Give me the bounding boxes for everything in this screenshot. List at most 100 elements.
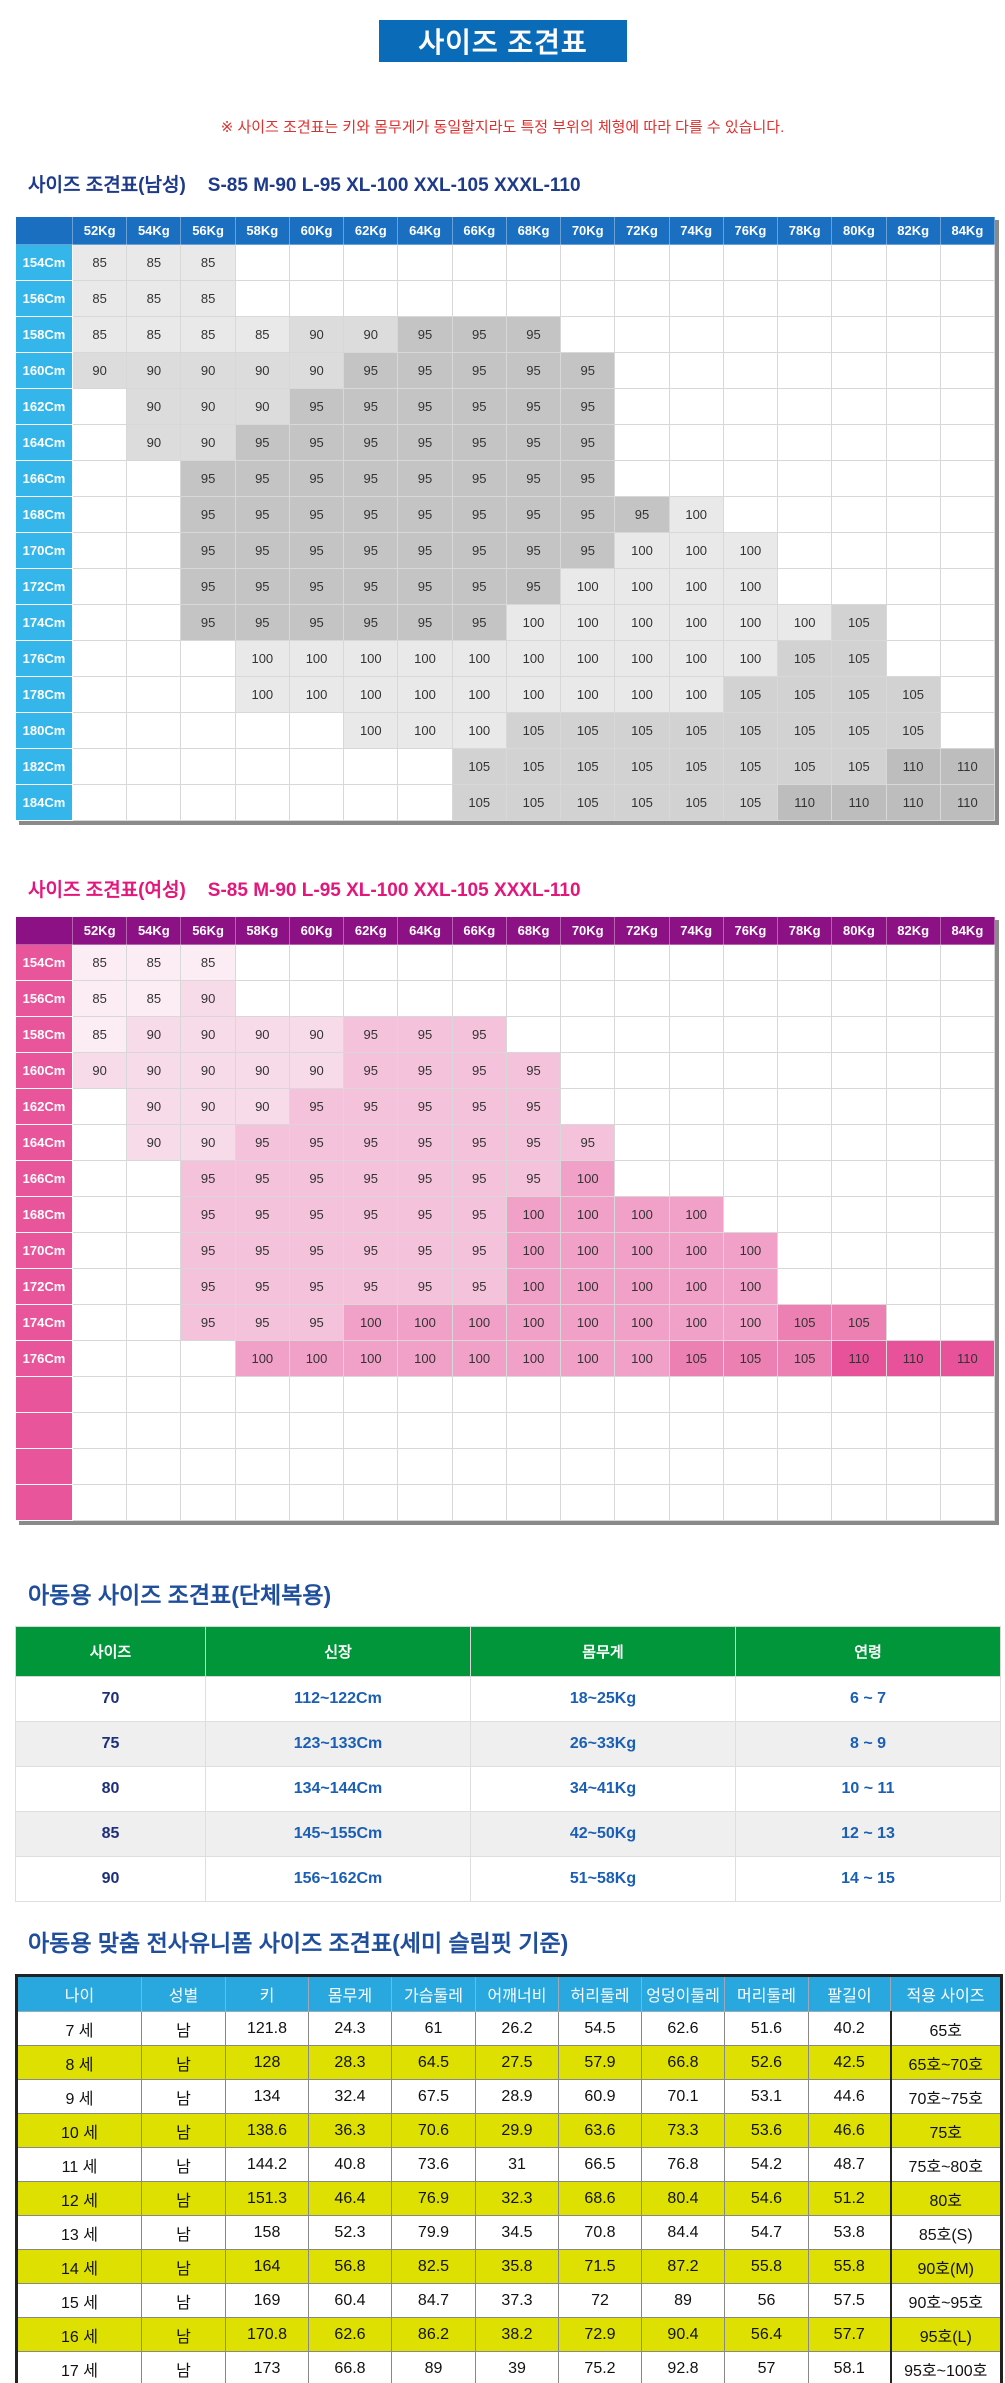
size-cell [777,568,833,605]
table-cell: 80.4 [641,2181,725,2216]
table-row: 80 134~144Cm 34~41Kg 10 ~ 11 [15,1766,1001,1812]
size-cell: 100 [505,1340,562,1377]
table-row: 11 세 남 144.2 40.8 73.6 31 66.5 76.8 54.2 48.7 75호~… [16,2147,1002,2182]
weight-header: 74Kg [668,216,724,245]
size-cell: 100 [451,640,507,677]
size-cell: 110 [831,784,887,821]
table-cell: 56 [724,2283,809,2318]
size-cell [939,388,996,425]
table-cell: 56.8 [308,2249,392,2284]
size-cell [288,1448,345,1485]
table-cell: 46.6 [808,2113,891,2148]
table-cell: 남 [141,2011,226,2046]
size-cell: 95 [234,1160,290,1197]
weight-header: 62Kg [343,216,399,245]
table-cell: 54.2 [724,2147,809,2182]
table-row: 9 세 남 134 32.4 67.5 28.9 60.9 70.1 53.1 44.6 70호~7… [16,2079,1002,2114]
size-cell: 90 [234,388,290,425]
size-cell: 100 [288,676,345,713]
size-cell [668,1376,724,1413]
table-cell: 89 [641,2283,725,2318]
weight-header: 72Kg [614,216,670,245]
size-cell: 95 [180,604,236,641]
height-header: 156Cm [15,980,73,1017]
table-cell: 남 [141,2079,226,2114]
table-cell: 남 [141,2317,226,2352]
uniform-chart-title: 아동용 맞춤 전사유니폼 사이즈 조견표(세미 슬림핏 기준) [28,1930,569,1956]
table-row [15,1376,996,1413]
table-cell: 134~144Cm [205,1766,471,1812]
table-cell: 54.7 [724,2215,809,2250]
size-cell [831,1052,887,1089]
weight-header: 58Kg [234,216,290,245]
size-cell [777,352,833,389]
table-cell: 156~162Cm [205,1856,471,1902]
size-notice: ※ 사이즈 조견표는 키와 몸무게가 동일할지라도 특정 부위의 체형에 따라 … [220,119,785,136]
size-cell [505,1376,562,1413]
table-cell: 57.7 [808,2317,891,2352]
size-cell: 85 [126,244,182,281]
size-cell: 95 [505,568,562,605]
table-cell: 52.6 [724,2045,809,2080]
size-cell: 105 [831,712,887,749]
weight-header: 76Kg [722,216,779,245]
size-cell: 85 [126,980,182,1017]
size-cell: 100 [722,1232,779,1269]
size-cell: 100 [343,1304,399,1341]
size-cell: 100 [614,1304,670,1341]
size-cell [939,496,996,533]
size-cell [560,244,616,281]
table-cell: 72.9 [558,2317,642,2352]
table-cell: 151.3 [225,2181,309,2216]
size-cell [343,784,399,821]
table-cell: 38.2 [475,2317,559,2352]
size-cell [343,944,399,981]
size-cell: 100 [668,532,724,569]
table-cell: 34~41Kg [470,1766,736,1812]
table-row: 182Cm 105 105 105 105 105 105 105 105 110 110 [15,748,996,785]
size-cell [668,1448,724,1485]
size-cell: 95 [505,1160,562,1197]
table-cell: 58.1 [808,2351,891,2383]
size-cell [614,352,670,389]
size-cell: 100 [614,676,670,713]
size-cell: 95 [343,1052,399,1089]
height-header: 154Cm [15,244,73,281]
size-cell: 100 [668,640,724,677]
kids-size-table: 사이즈 신장 몸무게 연령 70 112~122Cm 18~25Kg 6 ~ 7 75 123~1… [15,1626,1001,1902]
table-row: 174Cm 95 95 95 95 95 95 100 100 100 100 100 100 105 [15,604,996,641]
size-cell: 100 [505,676,562,713]
size-cell [614,1160,670,1197]
size-cell: 95 [288,496,345,533]
size-cell [831,1196,887,1233]
size-cell [885,640,941,677]
height-header [15,1448,73,1485]
table-cell: 10 세 [16,2113,142,2148]
size-cell [939,1448,996,1485]
size-cell: 90 [126,1088,182,1125]
weight-header: 64Kg [397,216,453,245]
size-cell: 100 [668,604,724,641]
size-cell [180,1484,236,1521]
size-cell: 100 [397,640,453,677]
size-cell [831,1376,887,1413]
size-cell: 95 [451,352,507,389]
size-cell [722,1052,779,1089]
size-cell [560,1448,616,1485]
weight-header: 84Kg [939,916,996,945]
size-cell: 105 [614,784,670,821]
size-cell: 90 [234,1088,290,1125]
size-cell [505,244,562,281]
size-cell [126,748,182,785]
size-cell [180,748,236,785]
size-cell: 95 [451,532,507,569]
size-cell [343,1484,399,1521]
size-cell [668,388,724,425]
size-cell [397,748,453,785]
size-cell [560,1376,616,1413]
size-cell: 100 [451,1340,507,1377]
size-cell: 95 [505,496,562,533]
size-cell: 100 [397,712,453,749]
size-cell [71,604,128,641]
column-header: 어깨너비 [475,1975,559,2012]
